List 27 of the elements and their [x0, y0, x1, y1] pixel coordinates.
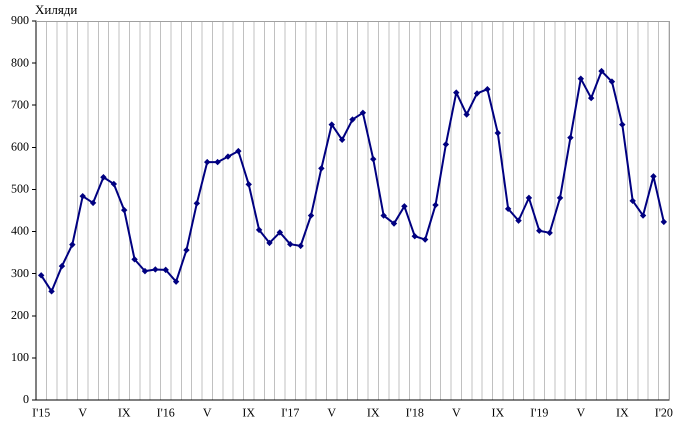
x-tick-label: I'16	[156, 405, 175, 420]
x-tick-label: V	[327, 405, 336, 420]
x-tick-label: IX	[366, 405, 380, 420]
x-tick-label: IX	[616, 405, 629, 420]
x-tick-label: I'15	[32, 405, 50, 420]
x-tick-label: I'20	[654, 405, 673, 420]
x-tick-label: I'17	[281, 405, 300, 420]
x-tick-label: V	[78, 405, 88, 420]
y-tick-label: 900	[11, 13, 29, 28]
y-tick-label: 500	[11, 182, 29, 196]
y-axis-title: Хиляди	[35, 2, 78, 17]
x-tick-label: V	[202, 405, 212, 420]
x-tick-label: V	[452, 405, 461, 420]
x-tick-label: I'19	[530, 405, 548, 420]
x-tick-label: I'18	[406, 405, 424, 420]
y-tick-label: 300	[11, 266, 29, 280]
y-tick-label: 700	[11, 97, 29, 112]
x-tick-label: IX	[491, 405, 504, 420]
y-tick-label: 200	[11, 308, 29, 322]
x-tick-label: V	[576, 405, 586, 420]
y-tick-label: 0	[23, 392, 29, 406]
y-tick-label: 800	[11, 55, 29, 70]
x-tick-label: IX	[242, 405, 256, 420]
x-tick-label: IX	[118, 405, 131, 420]
y-tick-label: 600	[11, 139, 29, 154]
y-tick-label: 400	[11, 224, 29, 238]
y-tick-label: 100	[11, 350, 29, 364]
